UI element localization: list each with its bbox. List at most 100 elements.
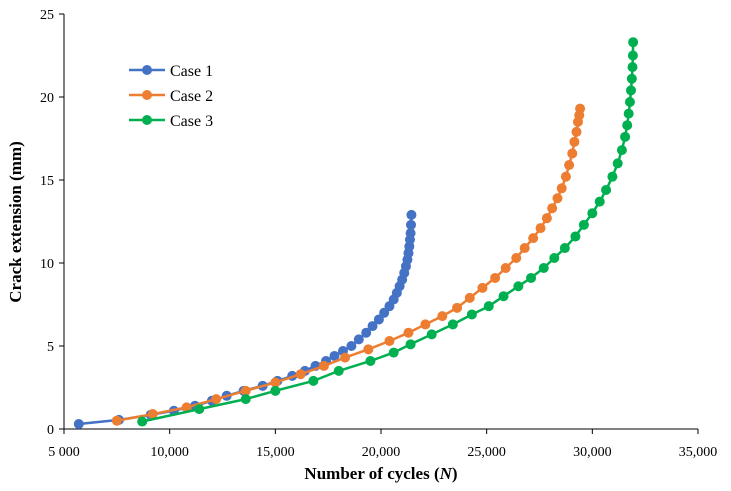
data-point-case-2 — [477, 282, 488, 293]
series-case-2 — [111, 103, 586, 426]
data-point-case-2 — [511, 253, 522, 264]
data-point-case-2 — [452, 302, 463, 313]
series-line-case-2 — [116, 108, 582, 422]
y-tick-labels: 0 5 10 15 20 25 — [40, 8, 64, 438]
legend-item-case-2: Case 2 — [129, 88, 213, 105]
x-tick-label: 5 000 — [48, 445, 80, 460]
data-point-case-3 — [594, 196, 605, 207]
data-point-case-3 — [137, 416, 148, 427]
data-point-case-2 — [571, 126, 582, 137]
data-point-case-2 — [384, 336, 395, 347]
series-line-case-3 — [141, 42, 635, 423]
data-point-case-3 — [626, 85, 637, 96]
data-point-case-3 — [526, 272, 537, 283]
y-tick-label: 25 — [40, 8, 54, 23]
y-tick-label: 0 — [47, 423, 54, 438]
data-point-case-3 — [538, 262, 549, 273]
data-point-case-2 — [560, 171, 571, 182]
data-point-case-3 — [513, 281, 524, 292]
legend: Case 1 Case 2 Case 3 — [129, 63, 213, 130]
data-point-case-3 — [498, 291, 509, 302]
data-point-case-1 — [353, 334, 364, 345]
data-point-case-3 — [549, 253, 560, 264]
plot-frame — [63, 14, 698, 430]
legend-item-case-3: Case 3 — [129, 113, 213, 130]
x-tick-label: 25,000 — [467, 445, 506, 460]
data-point-case-2 — [437, 311, 448, 322]
data-point-case-3 — [426, 329, 437, 340]
data-point-case-2 — [569, 136, 580, 147]
data-point-case-2 — [556, 183, 567, 194]
data-point-case-3 — [194, 404, 205, 415]
x-axis-title: Number of cycles (N) — [304, 464, 457, 483]
data-point-case-3 — [627, 50, 638, 61]
data-point-case-2 — [270, 377, 281, 388]
data-point-case-1 — [406, 209, 417, 220]
x-tick-label: 15,000 — [256, 445, 295, 460]
data-point-case-2 — [363, 344, 374, 355]
x-tick-label: 35,000 — [679, 445, 718, 460]
data-point-case-2 — [564, 160, 575, 171]
data-point-case-2 — [340, 352, 351, 363]
y-tick-label: 15 — [40, 174, 54, 189]
data-point-case-1 — [73, 419, 84, 430]
legend-marker — [142, 65, 152, 75]
data-point-case-3 — [620, 131, 631, 142]
x-tick-labels: 5 000 10,000 15,000 20,000 25,000 30,000 35,00… — [48, 429, 717, 460]
data-point-case-3 — [626, 73, 637, 84]
data-point-case-3 — [333, 365, 344, 376]
data-point-case-2 — [541, 213, 552, 224]
series-layer — [73, 37, 639, 430]
data-point-case-3 — [270, 385, 281, 396]
x-tick-label: 10,000 — [150, 445, 189, 460]
y-tick-label: 5 — [47, 340, 54, 355]
data-point-case-2 — [575, 103, 586, 114]
data-point-case-3 — [483, 301, 494, 312]
data-point-case-3 — [607, 171, 618, 182]
y-tick-label: 10 — [40, 257, 54, 272]
data-point-case-3 — [627, 62, 638, 73]
data-point-case-2 — [464, 292, 475, 303]
data-point-case-3 — [578, 219, 589, 230]
data-point-case-3 — [308, 375, 319, 386]
data-point-case-1 — [367, 321, 378, 332]
data-point-case-2 — [567, 148, 578, 159]
data-point-case-3 — [623, 108, 634, 119]
y-axis-title: Crack extension (mm) — [6, 141, 25, 302]
data-point-case-2 — [519, 243, 530, 254]
legend-label: Case 3 — [170, 113, 213, 130]
x-tick-label: 20,000 — [362, 445, 401, 460]
data-point-case-3 — [624, 96, 635, 107]
x-tick-label: 30,000 — [573, 445, 612, 460]
legend-marker — [142, 115, 152, 125]
data-point-case-3 — [405, 339, 416, 350]
data-point-case-3 — [466, 309, 477, 320]
data-point-case-3 — [612, 158, 623, 169]
data-point-case-1 — [405, 228, 416, 239]
data-point-case-3 — [616, 145, 627, 156]
data-point-case-2 — [147, 409, 158, 420]
data-point-case-2 — [490, 272, 501, 283]
data-point-case-3 — [601, 184, 612, 195]
legend-label: Case 2 — [170, 88, 213, 105]
data-point-case-1 — [361, 327, 372, 338]
data-point-case-3 — [570, 231, 581, 242]
data-point-case-2 — [547, 203, 558, 214]
data-point-case-2 — [403, 327, 414, 338]
series-case-3 — [137, 37, 639, 427]
data-point-case-2 — [535, 223, 546, 234]
data-point-case-2 — [528, 233, 539, 244]
data-point-case-2 — [211, 394, 222, 405]
y-tick-label: 20 — [40, 91, 54, 106]
legend-marker — [142, 90, 152, 100]
data-point-case-3 — [388, 347, 399, 358]
data-point-case-2 — [552, 193, 563, 204]
data-point-case-2 — [500, 262, 511, 273]
legend-label: Case 1 — [170, 63, 213, 80]
data-point-case-3 — [240, 394, 251, 405]
data-point-case-3 — [628, 37, 639, 48]
data-point-case-2 — [181, 402, 192, 413]
data-point-case-3 — [447, 319, 458, 330]
data-point-case-1 — [346, 341, 357, 351]
